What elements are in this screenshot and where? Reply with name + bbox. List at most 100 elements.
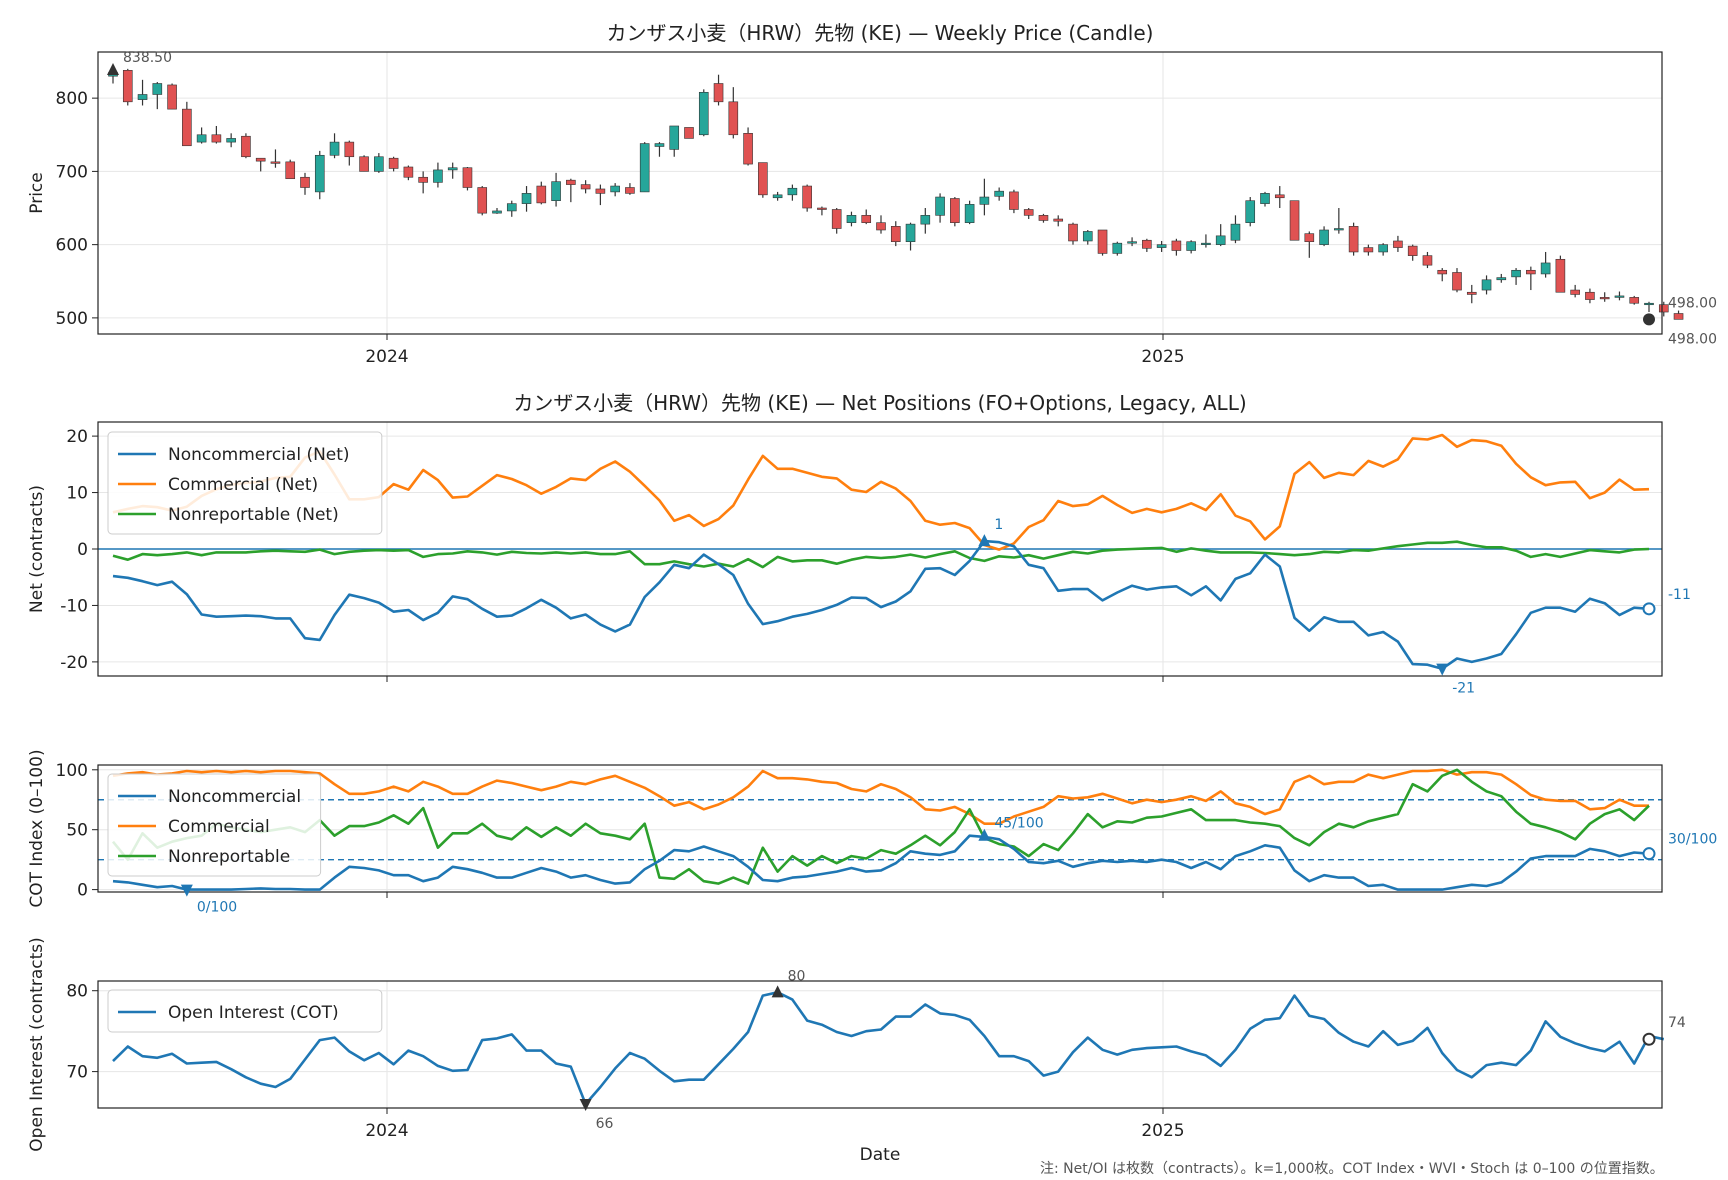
legend-label: Nonreportable (Net) [168,505,339,525]
candle-body [1585,291,1595,300]
candle-body [758,162,768,196]
candle-body [447,167,458,171]
candle-body [1614,295,1625,298]
candle-body [1658,304,1669,313]
legend-label: Open Interest (COT) [168,1003,339,1023]
candle-body [654,143,665,147]
series-line-noncommercial [112,539,1650,671]
candle-body [1481,279,1492,291]
y-tick-label: 10 [66,484,88,504]
candle-body [152,83,163,95]
candle-body [802,185,812,209]
candle-body [876,222,886,231]
candle-body [846,215,857,223]
candle-body [1230,223,1241,241]
legend-label: Commercial (Net) [168,475,318,495]
candle-body [492,210,502,214]
y-tick-label: 0 [77,881,88,901]
candle-body [713,83,724,103]
y-tick-label: 800 [56,89,88,109]
candle-body [1171,240,1182,251]
y-tick-label: 100 [56,761,88,781]
legend-net [107,431,383,535]
candle-body [551,181,561,201]
candle-body [270,161,281,164]
last-low-label: 498.00 [1668,331,1717,347]
candle-body [1082,231,1093,242]
oi-last-marker [1642,1032,1656,1046]
candle-body [1496,277,1507,281]
candle-body [1629,297,1640,304]
x-tick-label: 2025 [1141,347,1184,367]
net-min-marker [1436,663,1449,676]
y-tick-label: 700 [56,162,88,182]
candle-body [1201,242,1211,245]
candle-body [935,196,945,216]
candle-body [831,209,842,229]
candle-body [772,194,783,199]
oi-max-label: 80 [788,968,806,984]
candle-body [477,187,488,214]
candle-body [1245,200,1256,223]
candle-body [1378,244,1388,253]
y-tick-label: 500 [56,309,88,329]
candle-body [285,161,296,180]
candle-body [1289,200,1300,241]
candle-body [920,215,931,225]
y-tick-label: 70 [66,1063,88,1083]
candle-body [1215,235,1226,245]
cot-mid-label: 45/100 [994,816,1043,832]
y-tick-label: 0 [77,540,88,560]
candle-body [1186,241,1196,251]
last-close-label: 498.00 [1668,295,1717,311]
candle-body [1260,193,1270,204]
candle-body [1053,218,1064,222]
candle-body [211,134,222,143]
candle-body [1452,272,1462,291]
candle-body [388,157,399,169]
candle-body [433,169,443,183]
oi-max-marker [771,985,784,998]
candle-body [1511,269,1521,278]
plot-frame [97,421,1663,677]
candle-body [950,198,960,223]
candle-body [1068,223,1078,242]
oi-min-marker [579,1098,592,1111]
candle-body [137,94,148,100]
candle-body [1038,215,1049,221]
series-line-noncommercial-index [112,834,1650,891]
candle-body [669,125,680,150]
candle-body [226,138,236,143]
candle-body [639,143,650,193]
y-tick-label: 80 [66,982,88,1002]
candle-body [1009,191,1019,210]
candle-body [329,141,340,156]
candle-body [374,156,384,172]
candle-body [1644,302,1654,306]
candle-body [1023,209,1034,216]
candle-body [964,204,975,223]
candle-body [122,70,133,103]
legend-label: Nonreportable [168,847,290,867]
net-max-marker [978,534,991,547]
candle-body [787,187,798,196]
candle-body [1127,241,1137,244]
max-label: 838.50 [123,50,172,66]
candle-body [1422,255,1433,266]
series-line-nonreportable-index [111,768,1650,885]
plot-frame [97,764,1663,893]
candle-body [1304,233,1315,243]
candle-body [536,185,547,204]
oi-last-label: 74 [1668,1015,1686,1031]
candle-body [1526,269,1536,275]
candle-body [684,127,694,139]
oi-min-label: 66 [596,1116,614,1132]
candle-body [255,157,266,162]
y-axis-label: COT Index (0–100) [27,749,47,907]
candle-body [344,141,355,158]
candle-body [1570,289,1580,295]
candle-body [610,185,620,193]
candle-body [1348,226,1359,253]
candle-body [1599,297,1610,300]
legend-cot [107,773,322,877]
